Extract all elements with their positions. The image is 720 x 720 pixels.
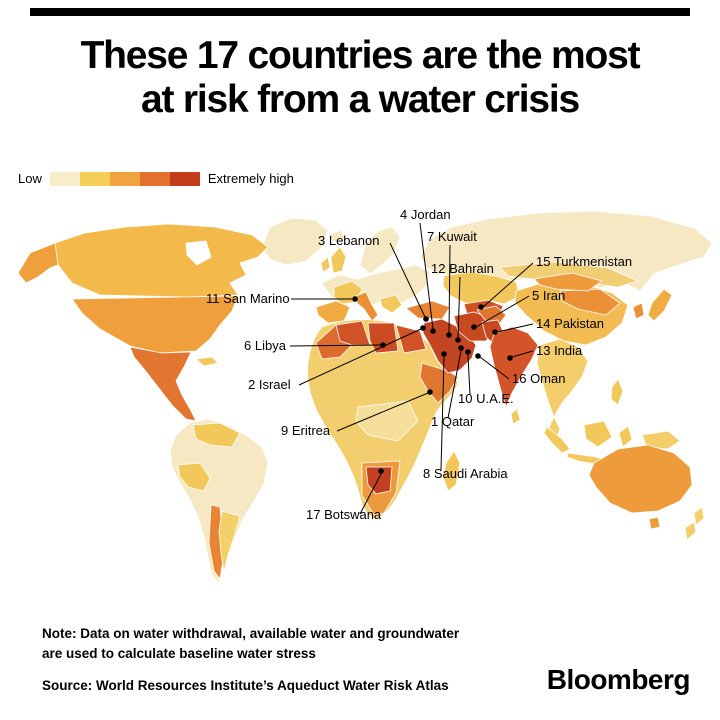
callout-line-israel: [298, 328, 422, 386]
dot-jordan: [430, 328, 436, 334]
bloomberg-logo: Bloomberg: [546, 664, 691, 695]
dot-israel: [420, 325, 426, 331]
map-label-qatar: 1 Qatar: [431, 414, 475, 429]
dot-san-marino: [352, 296, 358, 302]
dot-oman: [475, 353, 481, 359]
map-label-pakistan: 14 Pakistan: [536, 316, 604, 331]
callout-lines: [289, 222, 534, 515]
callout-line-oman: [479, 356, 510, 380]
callout-line-india: [511, 350, 534, 358]
legend-low-label: Low: [18, 171, 42, 186]
map-label-botswana: 17 Botswana: [306, 507, 382, 522]
dot-botswana: [378, 468, 384, 474]
legend-high-label: Extremely high: [207, 171, 294, 186]
dot-libya: [380, 342, 386, 348]
dot-india: [507, 355, 513, 361]
dot-iran: [471, 324, 477, 330]
callout-line-uae: [467, 354, 471, 396]
dot-pakistan: [492, 329, 498, 335]
callout-line-lebanon: [389, 242, 426, 318]
map-label-san-marino: 11 San Marino: [206, 291, 290, 306]
dot-lebanon: [423, 316, 429, 322]
map-label-india: 13 India: [536, 343, 583, 358]
callout-line-botswana: [359, 473, 382, 515]
callout-line-saudi-arabia: [440, 356, 445, 471]
footnote-line2: are used to calculate baseline water str…: [42, 646, 316, 662]
map-label-jordan: 4 Jordan: [400, 207, 451, 222]
dot-eritrea: [427, 389, 433, 395]
legend-swatch-3: [109, 171, 140, 186]
dot-turkmenistan: [478, 304, 484, 310]
map-label-saudi-arabia: 8 Saudi Arabia: [423, 466, 508, 481]
map-label-iran: 5 Iran: [532, 288, 566, 303]
country-dots: [352, 296, 513, 474]
map-label-eritrea: 9 Eritrea: [281, 423, 331, 438]
callout-line-bahrain: [457, 276, 461, 339]
callout-line-eritrea: [336, 392, 429, 432]
world-map-svg: [17, 210, 713, 584]
dot-kuwait: [446, 332, 452, 338]
footnote: Note: Data on water withdrawal, availabl…: [42, 624, 459, 665]
callout-line-pakistan: [496, 323, 534, 333]
legend-swatch-1: [49, 171, 80, 186]
callout-line-qatar: [447, 350, 462, 419]
continents: [17, 210, 713, 584]
page-title-line1: These 17 countries are the most: [80, 34, 641, 77]
world-water-stress-map: 1 Qatar 2 Israel 3 Lebanon 4 Jordan 5 Ir…: [0, 195, 720, 595]
map-label-oman: 16 Oman: [512, 371, 566, 386]
map-label-libya: 6 Libya: [244, 338, 286, 353]
color-legend: Low Extremely high: [18, 171, 294, 186]
dot-saudi-arabia: [441, 351, 447, 357]
legend-swatch-2: [79, 171, 110, 186]
callout-line-turkmenistan: [482, 262, 534, 308]
map-label-bahrain: 12 Bahrain: [431, 261, 494, 276]
legend-swatch-5: [169, 171, 200, 186]
map-label-turkmenistan: 15 Turkmenistan: [536, 254, 633, 269]
map-label-israel: 2 Israel: [248, 377, 291, 392]
footnote-line1: Note: Data on water withdrawal, availabl…: [42, 626, 460, 641]
page-title: These 17 countries are the most at risk …: [30, 34, 690, 121]
top-accent-bar: [30, 8, 690, 16]
dot-bahrain: [455, 337, 461, 343]
callout-line-iran: [475, 295, 530, 328]
map-label-uae: 10 U.A.E.: [458, 391, 514, 406]
dot-qatar: [458, 345, 464, 351]
legend-swatch-4: [139, 171, 170, 186]
dot-uae: [465, 349, 471, 355]
map-label-kuwait: 7 Kuwait: [427, 229, 477, 244]
map-label-lebanon: 3 Lebanon: [318, 233, 380, 248]
callout-line-kuwait: [448, 244, 451, 334]
callout-line-libya: [289, 344, 381, 347]
callout-line-jordan: [419, 222, 434, 330]
page-title-line2: at risk from a water crisis: [141, 77, 580, 121]
source-credit: Source: World Resources Institute’s Aque…: [42, 678, 449, 693]
legend-color-scale: [49, 171, 200, 186]
